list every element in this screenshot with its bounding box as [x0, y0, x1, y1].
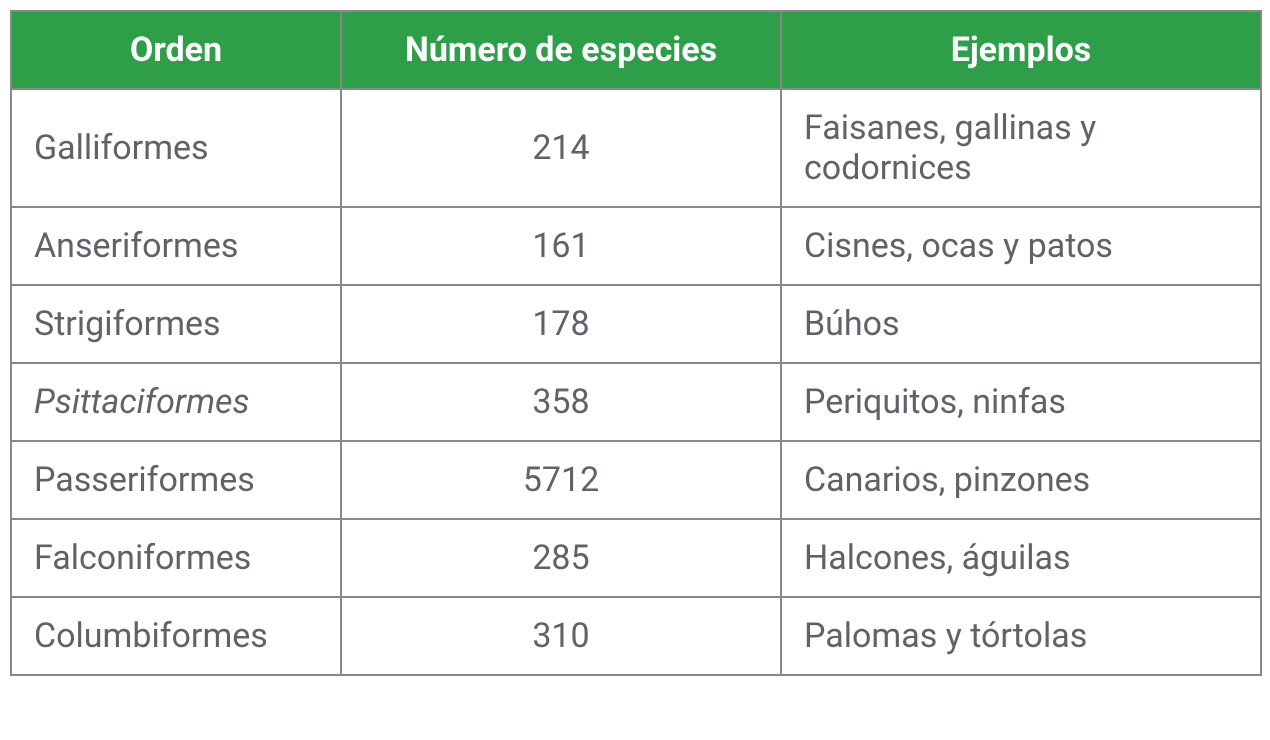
cell-examples: Canarios, pinzones: [781, 441, 1261, 519]
cell-species: 161: [341, 207, 781, 285]
bird-orders-table: Orden Número de especies Ejemplos Gallif…: [10, 10, 1262, 676]
table-row: Columbiformes310Palomas y tórtolas: [11, 597, 1261, 675]
cell-order: Galliformes: [11, 89, 341, 207]
cell-examples: Periquitos, ninfas: [781, 363, 1261, 441]
cell-examples: Halcones, águilas: [781, 519, 1261, 597]
table-row: Psittaciformes358Periquitos, ninfas: [11, 363, 1261, 441]
cell-examples: Palomas y tórtolas: [781, 597, 1261, 675]
cell-species: 178: [341, 285, 781, 363]
header-row: Orden Número de especies Ejemplos: [11, 11, 1261, 89]
cell-examples: Cisnes, ocas y patos: [781, 207, 1261, 285]
cell-species: 310: [341, 597, 781, 675]
cell-examples: Faisanes, gallinas y codornices: [781, 89, 1261, 207]
cell-species: 285: [341, 519, 781, 597]
cell-species: 358: [341, 363, 781, 441]
header-species: Número de especies: [341, 11, 781, 89]
cell-order: Strigiformes: [11, 285, 341, 363]
header-order: Orden: [11, 11, 341, 89]
cell-order: Columbiformes: [11, 597, 341, 675]
cell-order: Psittaciformes: [11, 363, 341, 441]
table-row: Passeriformes5712Canarios, pinzones: [11, 441, 1261, 519]
table-row: Falconiformes285Halcones, águilas: [11, 519, 1261, 597]
table-header: Orden Número de especies Ejemplos: [11, 11, 1261, 89]
cell-species: 214: [341, 89, 781, 207]
cell-species: 5712: [341, 441, 781, 519]
table-row: Strigiformes178Búhos: [11, 285, 1261, 363]
table-row: Anseriformes161Cisnes, ocas y patos: [11, 207, 1261, 285]
table-row: Galliformes214Faisanes, gallinas y codor…: [11, 89, 1261, 207]
cell-order: Falconiformes: [11, 519, 341, 597]
cell-examples: Búhos: [781, 285, 1261, 363]
table-body: Galliformes214Faisanes, gallinas y codor…: [11, 89, 1261, 675]
header-examples: Ejemplos: [781, 11, 1261, 89]
cell-order: Passeriformes: [11, 441, 341, 519]
cell-order: Anseriformes: [11, 207, 341, 285]
